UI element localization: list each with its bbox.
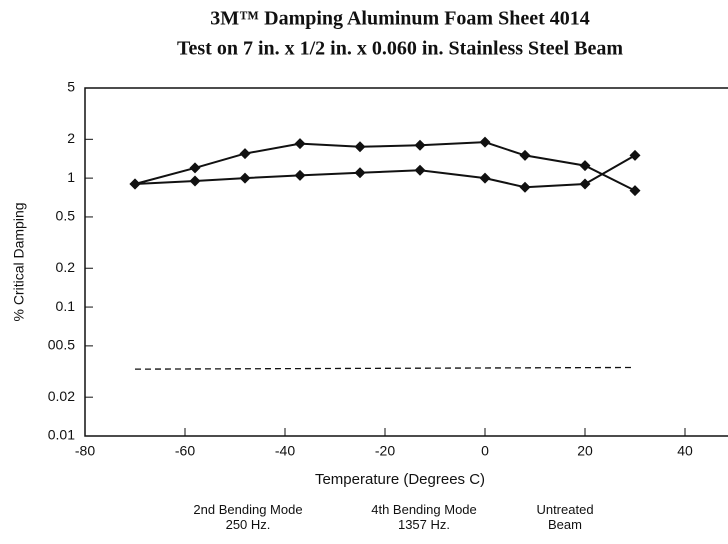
data-point	[579, 178, 591, 190]
y-tick-label: 00.5	[48, 337, 75, 353]
data-point	[579, 160, 591, 172]
data-point	[479, 172, 491, 184]
x-tick-label: -40	[275, 443, 295, 459]
legend-entry: Untreated Beam	[536, 502, 594, 532]
data-point	[414, 139, 426, 151]
y-tick-label: 2	[67, 130, 75, 146]
x-tick-label: -60	[175, 443, 195, 459]
y-axis-label: % Critical Damping	[11, 202, 27, 321]
y-tick-label: 0.2	[56, 259, 76, 275]
data-point	[239, 148, 251, 160]
data-point	[519, 149, 531, 161]
x-tick-label: -20	[375, 443, 395, 459]
data-point	[189, 175, 201, 187]
data-point	[629, 149, 641, 161]
data-point	[479, 136, 491, 148]
data-point	[239, 172, 251, 184]
data-point	[189, 162, 201, 174]
data-point	[129, 178, 141, 190]
axis-frame	[84, 87, 728, 437]
legend-entry: 2nd Bending Mode 250 Hz.	[193, 502, 303, 532]
y-tick-label: 1	[67, 169, 75, 185]
data-point	[629, 185, 641, 197]
y-tick-label: 5	[67, 79, 75, 95]
data-point	[294, 138, 306, 150]
y-tick-label: 0.02	[48, 388, 75, 404]
series-line	[134, 154, 636, 189]
y-tick-label: 0.5	[56, 208, 76, 224]
y-tick-label: 0.1	[56, 298, 76, 314]
x-tick-label: -80	[75, 443, 95, 459]
data-point	[354, 141, 366, 153]
series-line	[134, 366, 636, 370]
x-tick-label: 0	[481, 443, 489, 459]
y-tick-label: 0.01	[48, 427, 75, 443]
series-line	[134, 141, 636, 192]
data-point	[294, 169, 306, 181]
data-point	[414, 164, 426, 176]
chart-title: 3M™ Damping Aluminum Foam Sheet 4014	[210, 8, 589, 30]
legend-entry: 4th Bending Mode 1357 Hz.	[371, 502, 477, 532]
data-point	[519, 181, 531, 193]
x-tick-label: 40	[677, 443, 693, 459]
x-axis-label: Temperature (Degrees C)	[315, 471, 485, 488]
chart-subtitle: Test on 7 in. x 1/2 in. x 0.060 in. Stai…	[177, 38, 623, 60]
x-tick-label: 20	[577, 443, 593, 459]
data-point	[354, 167, 366, 179]
